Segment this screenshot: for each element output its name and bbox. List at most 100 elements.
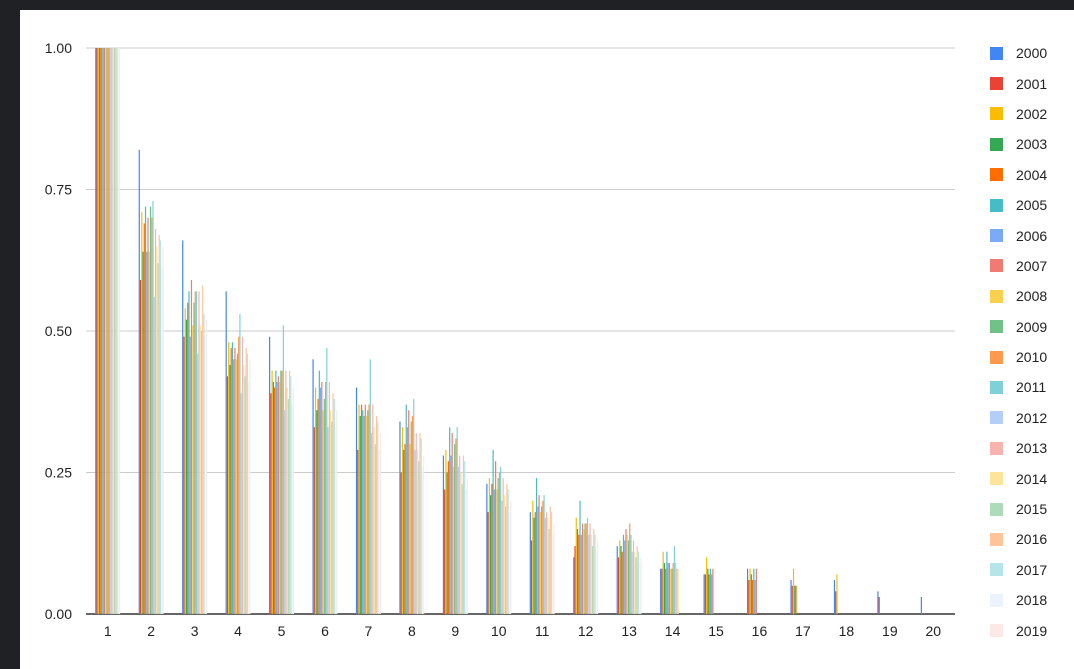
legend-swatch [990, 46, 1003, 60]
legend-item-2003[interactable]: 2003 [990, 129, 1070, 159]
bar-2008-10 [496, 489, 498, 614]
bar-2017-9 [464, 461, 466, 614]
legend-label: 2018 [1016, 592, 1048, 609]
bar-2016-11 [549, 506, 551, 614]
bar-2006-12 [580, 534, 582, 614]
legend-swatch [990, 259, 1003, 273]
bar-2014-5 [286, 387, 288, 614]
legend-label: 2000 [1016, 45, 1048, 62]
legend-item-2013[interactable]: 2013 [990, 433, 1070, 463]
bar-2003-14 [663, 563, 666, 614]
y-tick-label: 1.00 [45, 40, 72, 56]
bar-2005-6 [318, 370, 320, 614]
top-bar [0, 0, 1074, 10]
bar-2000-14 [660, 568, 662, 614]
bar-2017-7 [377, 421, 379, 614]
bar-2002-16 [749, 568, 751, 614]
bar-2002-2 [141, 212, 143, 614]
legend-item-2018[interactable]: 2018 [990, 585, 1070, 615]
bar-2014-7 [373, 427, 375, 614]
bar-2003-7 [359, 415, 361, 614]
bar-2006-13 [624, 540, 626, 614]
bar-2004-10 [491, 483, 493, 614]
bar-2004-15 [708, 574, 710, 614]
legend-label: 2005 [1016, 197, 1048, 214]
bar-2000-19 [877, 591, 879, 614]
bar-2016-4 [245, 347, 247, 614]
bar-2011-14 [673, 546, 676, 614]
bar-2014-6 [329, 410, 332, 614]
bar-2004-11 [534, 512, 536, 614]
legend-swatch [990, 77, 1003, 91]
bar-2012-5 [284, 410, 286, 614]
legend-label: 2004 [1016, 166, 1048, 183]
bar-2002-15 [706, 557, 708, 614]
legend-item-2012[interactable]: 2012 [990, 403, 1070, 433]
legend-item-2005[interactable]: 2005 [990, 190, 1070, 220]
bar-2001-10 [487, 512, 489, 614]
bar-2015-10 [505, 506, 507, 614]
bar-2014-8 [416, 449, 419, 614]
bar-2005-9 [449, 427, 451, 614]
bar-2007-16 [755, 568, 757, 614]
bar-2000-10 [486, 483, 488, 614]
bar-2005-1 [101, 48, 103, 614]
x-tick-label: 13 [621, 623, 637, 639]
bar-2004-6 [317, 398, 319, 614]
bar-2014-11 [547, 517, 549, 614]
bar-2018-13 [639, 563, 641, 614]
bar-2006-6 [319, 387, 322, 614]
bar-2009-13 [627, 540, 630, 614]
bar-2001-8 [400, 472, 402, 614]
legend-item-2002[interactable]: 2002 [990, 99, 1070, 129]
bar-2015-11 [548, 529, 550, 614]
legend-item-2001[interactable]: 2001 [990, 68, 1070, 98]
legend-swatch [990, 320, 1003, 334]
bar-2016-6 [332, 393, 334, 614]
legend: 2000 2001 2002 2003 2004 2005 2006 2007 2008 2009… [990, 38, 1070, 646]
bar-2008-13 [626, 534, 628, 614]
bar-2012-3 [197, 353, 199, 614]
bar-2013-4 [241, 336, 244, 614]
bar-2001-12 [574, 546, 576, 614]
legend-item-2015[interactable]: 2015 [990, 494, 1070, 524]
bar-2018-9 [465, 489, 467, 614]
legend-item-2008[interactable]: 2008 [990, 281, 1070, 311]
legend-item-2006[interactable]: 2006 [990, 220, 1070, 250]
legend-label: 2009 [1016, 318, 1048, 335]
bar-2019-11 [553, 523, 555, 614]
bar-2000-9 [442, 455, 445, 614]
legend-item-2007[interactable]: 2007 [990, 251, 1070, 281]
legend-label: 2015 [1016, 501, 1048, 518]
legend-item-2016[interactable]: 2016 [990, 524, 1070, 554]
x-tick-label: 19 [882, 623, 898, 639]
bar-2003-15 [707, 568, 709, 614]
bar-2008-4 [235, 359, 237, 614]
bar-2005-8 [405, 404, 407, 614]
bar-2016-1 [115, 48, 117, 614]
legend-item-2014[interactable]: 2014 [990, 463, 1070, 493]
legend-item-2011[interactable]: 2011 [990, 372, 1070, 402]
bar-2005-10 [492, 449, 494, 614]
bar-2019-2 [162, 246, 164, 614]
y-axis-ticks: 0.00 0.25 0.50 0.75 1.00 [45, 40, 72, 622]
bar-2013-11 [545, 512, 548, 614]
legend-item-2004[interactable]: 2004 [990, 160, 1070, 190]
bar-2003-12 [576, 529, 579, 614]
legend-swatch [990, 289, 1003, 303]
bar-2019-10 [510, 500, 512, 614]
bar-2005-7 [362, 410, 364, 614]
legend-item-2010[interactable]: 2010 [990, 342, 1070, 372]
bar-2016-12 [593, 529, 595, 614]
bar-2011-6 [326, 347, 328, 614]
legend-item-2019[interactable]: 2019 [990, 615, 1070, 645]
legend-item-2000[interactable]: 2000 [990, 38, 1070, 68]
bar-2009-3 [193, 302, 195, 614]
bar-2007-11 [538, 495, 540, 614]
bar-2003-5 [272, 381, 274, 614]
bar-2015-4 [244, 376, 246, 614]
legend-label: 2010 [1016, 349, 1048, 366]
legend-item-2009[interactable]: 2009 [990, 312, 1070, 342]
legend-item-2017[interactable]: 2017 [990, 555, 1070, 585]
bar-2007-8 [408, 410, 410, 614]
